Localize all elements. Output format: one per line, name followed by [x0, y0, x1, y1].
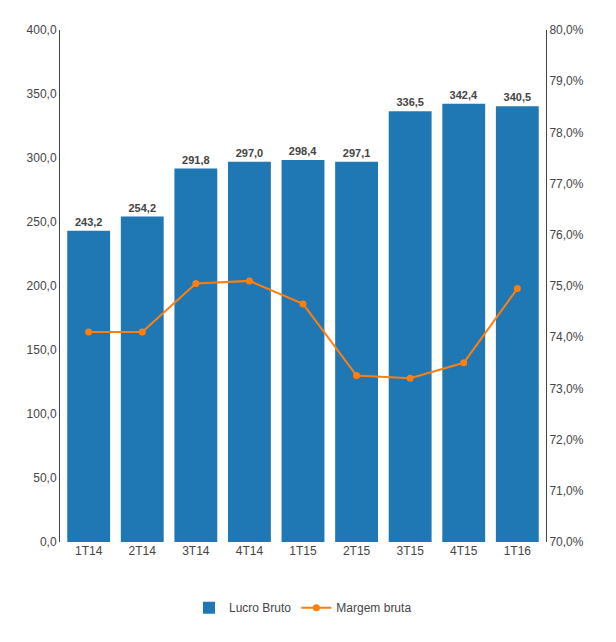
svg-text:297,1: 297,1 [343, 147, 371, 159]
svg-text:2T14: 2T14 [129, 544, 157, 558]
svg-text:72,0%: 72,0% [549, 433, 583, 447]
svg-text:350,0: 350,0 [27, 87, 57, 101]
svg-text:0,0: 0,0 [40, 535, 57, 549]
svg-text:78,0%: 78,0% [549, 126, 583, 140]
svg-text:297,0: 297,0 [236, 147, 264, 159]
svg-text:336,5: 336,5 [396, 96, 424, 108]
svg-text:2T15: 2T15 [343, 544, 371, 558]
svg-text:75,0%: 75,0% [549, 279, 583, 293]
svg-text:80,0%: 80,0% [549, 23, 583, 37]
svg-text:1T16: 1T16 [504, 544, 532, 558]
svg-text:300,0: 300,0 [27, 151, 57, 165]
svg-text:3T14: 3T14 [182, 544, 210, 558]
svg-text:243,2: 243,2 [75, 216, 103, 228]
svg-text:1T14: 1T14 [75, 544, 103, 558]
svg-text:254,2: 254,2 [128, 202, 156, 214]
svg-text:71,0%: 71,0% [549, 484, 583, 498]
svg-text:4T15: 4T15 [450, 544, 478, 558]
svg-text:340,5: 340,5 [504, 91, 532, 103]
svg-text:150,0: 150,0 [27, 343, 57, 357]
svg-text:Lucro Bruto: Lucro Bruto [229, 601, 291, 615]
svg-text:79,0%: 79,0% [549, 74, 583, 88]
svg-text:50,0: 50,0 [33, 471, 57, 485]
svg-text:Margem bruta: Margem bruta [336, 601, 411, 615]
svg-text:74,0%: 74,0% [549, 330, 583, 344]
svg-text:77,0%: 77,0% [549, 177, 583, 191]
svg-text:3T15: 3T15 [396, 544, 424, 558]
svg-text:70,0%: 70,0% [549, 535, 583, 549]
svg-text:400,0: 400,0 [27, 23, 57, 37]
svg-text:100,0: 100,0 [27, 407, 57, 421]
svg-text:1T15: 1T15 [289, 544, 317, 558]
svg-text:4T14: 4T14 [236, 544, 264, 558]
svg-text:76,0%: 76,0% [549, 228, 583, 242]
svg-text:298,4: 298,4 [289, 145, 317, 157]
svg-text:342,4: 342,4 [450, 89, 478, 101]
svg-text:73,0%: 73,0% [549, 382, 583, 396]
svg-text:291,8: 291,8 [182, 154, 210, 166]
svg-text:200,0: 200,0 [27, 279, 57, 293]
svg-text:250,0: 250,0 [27, 215, 57, 229]
